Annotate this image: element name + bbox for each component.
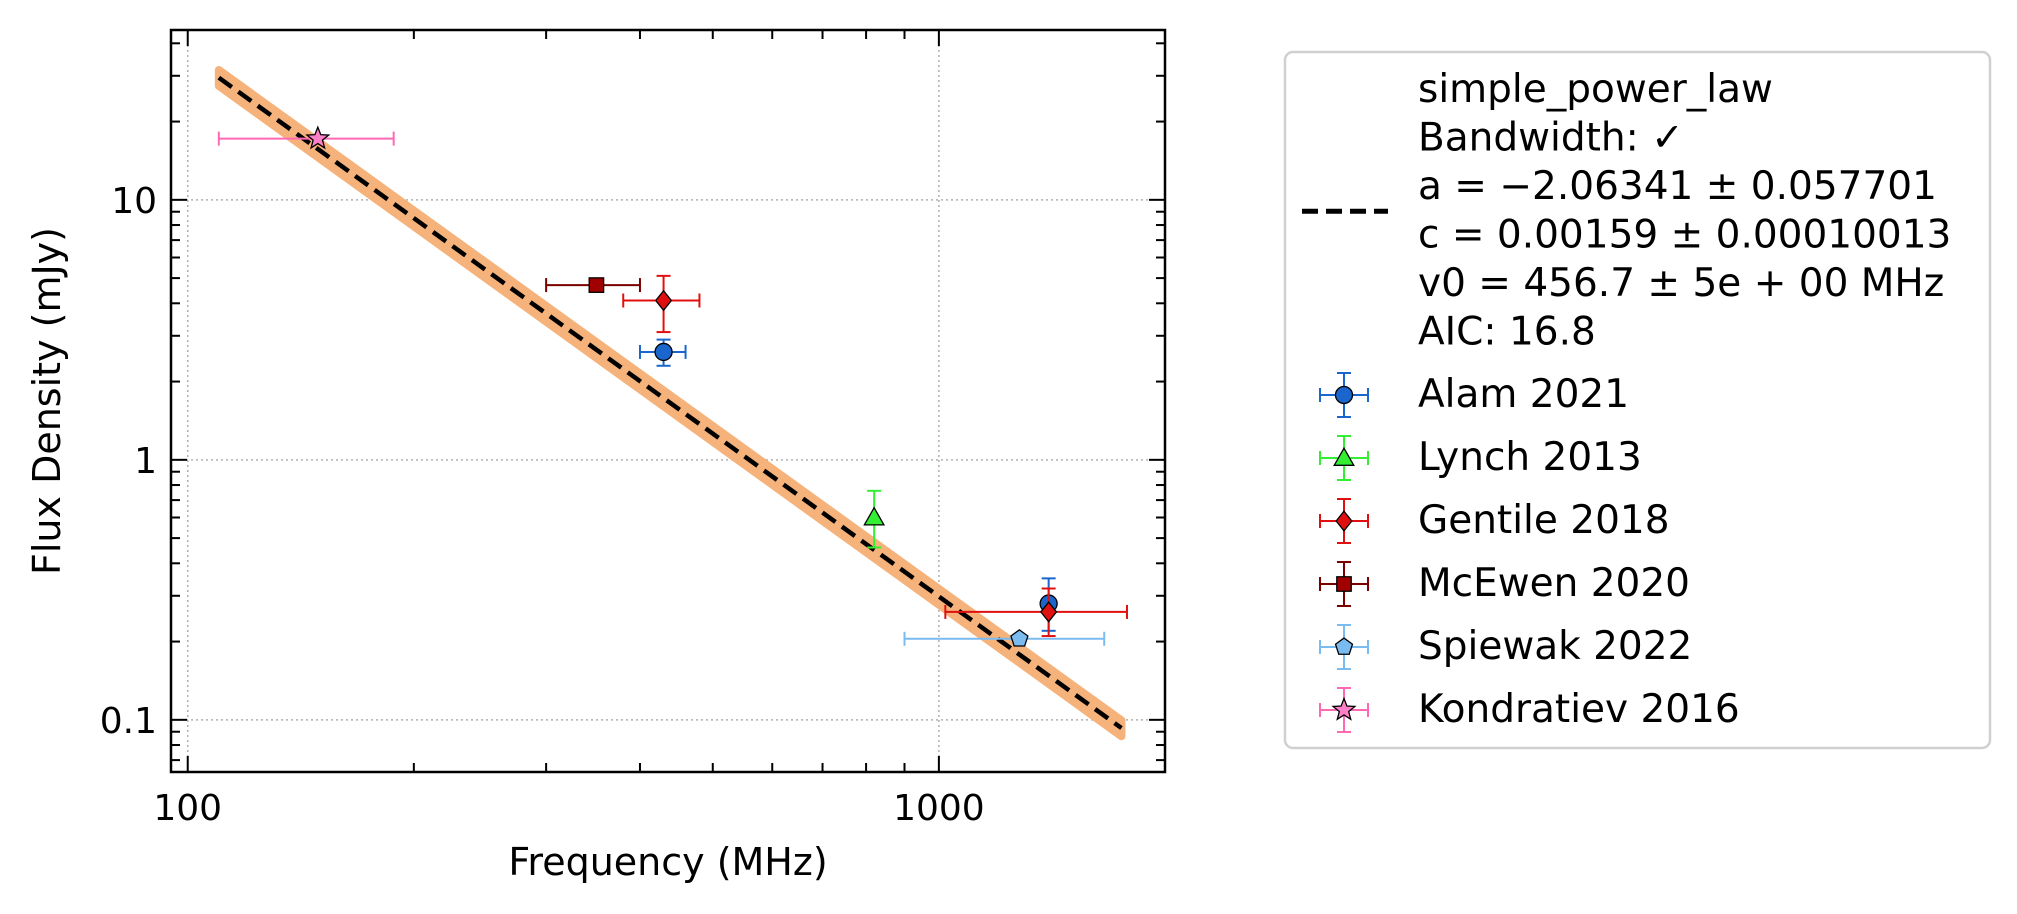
data-point-lynch-2013 bbox=[863, 506, 886, 526]
legend-model-line: a = −2.06341 ± 0.057701 bbox=[1418, 164, 1937, 209]
legend-label-alam-2021: Alam 2021 bbox=[1418, 372, 1629, 417]
data-point-mcewen-2020 bbox=[588, 277, 605, 293]
legend-label-spiewak-2022: Spiewak 2022 bbox=[1418, 624, 1692, 669]
series-lynch-2013 bbox=[863, 489, 886, 549]
series-spiewak-2022 bbox=[903, 629, 1106, 647]
series-kondratiev-2016 bbox=[217, 125, 395, 150]
axes: 100 1000 0.1 1 10 bbox=[100, 28, 1167, 829]
legend-model-line: v0 = 456.7 ± 5e + 00 MHz bbox=[1418, 261, 1944, 306]
legend-label-lynch-2013: Lynch 2013 bbox=[1418, 435, 1642, 480]
legend-marker-spiewak-2022 bbox=[1334, 637, 1354, 655]
legend-marker-mcewen-2020 bbox=[1336, 576, 1352, 592]
legend-marker-lynch-2013 bbox=[1333, 446, 1355, 466]
y-tick-label: 1 bbox=[134, 441, 157, 482]
legend-box bbox=[1283, 50, 1992, 750]
legend-entry-kondratiev-2016: Kondratiev 2016 bbox=[1319, 687, 1740, 733]
x-tick-label: 1000 bbox=[893, 788, 985, 829]
legend-marker-kondratiev-2016 bbox=[1331, 696, 1357, 721]
x-tick-label: 100 bbox=[153, 788, 222, 829]
fit-band-layer bbox=[214, 66, 1126, 741]
legend-label-gentile-2018: Gentile 2018 bbox=[1418, 498, 1670, 543]
legend-entry-alam-2021: Alam 2021 bbox=[1319, 372, 1629, 418]
plot-frame bbox=[169, 28, 1167, 774]
legend-entry-gentile-2018: Gentile 2018 bbox=[1319, 498, 1670, 544]
y-tick-label: 10 bbox=[111, 181, 157, 222]
legend-entry-mcewen-2020: McEwen 2020 bbox=[1319, 561, 1690, 607]
legend-marker-gentile-2018 bbox=[1335, 510, 1353, 532]
data-point-spiewak-2022 bbox=[1010, 629, 1029, 647]
legend-model-line: c = 0.00159 ± 0.00010013 bbox=[1418, 213, 1951, 258]
y-axis-label: Flux Density (mJy) bbox=[25, 227, 69, 575]
legend-label-mcewen-2020: McEwen 2020 bbox=[1418, 561, 1690, 606]
legend-model-line: Bandwidth: ✓ bbox=[1418, 116, 1684, 161]
series-gentile-2018 bbox=[622, 274, 1128, 638]
data-point-alam-2021 bbox=[654, 342, 673, 362]
series-mcewen-2020 bbox=[545, 277, 641, 293]
legend-entry-lynch-2013: Lynch 2013 bbox=[1319, 435, 1642, 481]
legend-model-line: simple_power_law bbox=[1418, 67, 1773, 112]
data-point-gentile-2018 bbox=[1039, 601, 1058, 623]
data-point-kondratiev-2016 bbox=[305, 125, 331, 150]
legend-entry-spiewak-2022: Spiewak 2022 bbox=[1319, 624, 1692, 670]
fit-line bbox=[217, 75, 1123, 730]
data-point-gentile-2018 bbox=[654, 289, 673, 312]
legend-model-line: AIC: 16.8 bbox=[1418, 310, 1596, 355]
data-layer bbox=[217, 125, 1128, 647]
series-alam-2021 bbox=[638, 338, 1058, 632]
legend-marker-alam-2021 bbox=[1334, 385, 1354, 405]
grid bbox=[171, 30, 1165, 772]
legend-label-kondratiev-2016: Kondratiev 2016 bbox=[1418, 687, 1740, 732]
x-axis-label: Frequency (MHz) bbox=[508, 840, 827, 884]
y-tick-label: 0.1 bbox=[100, 701, 157, 742]
